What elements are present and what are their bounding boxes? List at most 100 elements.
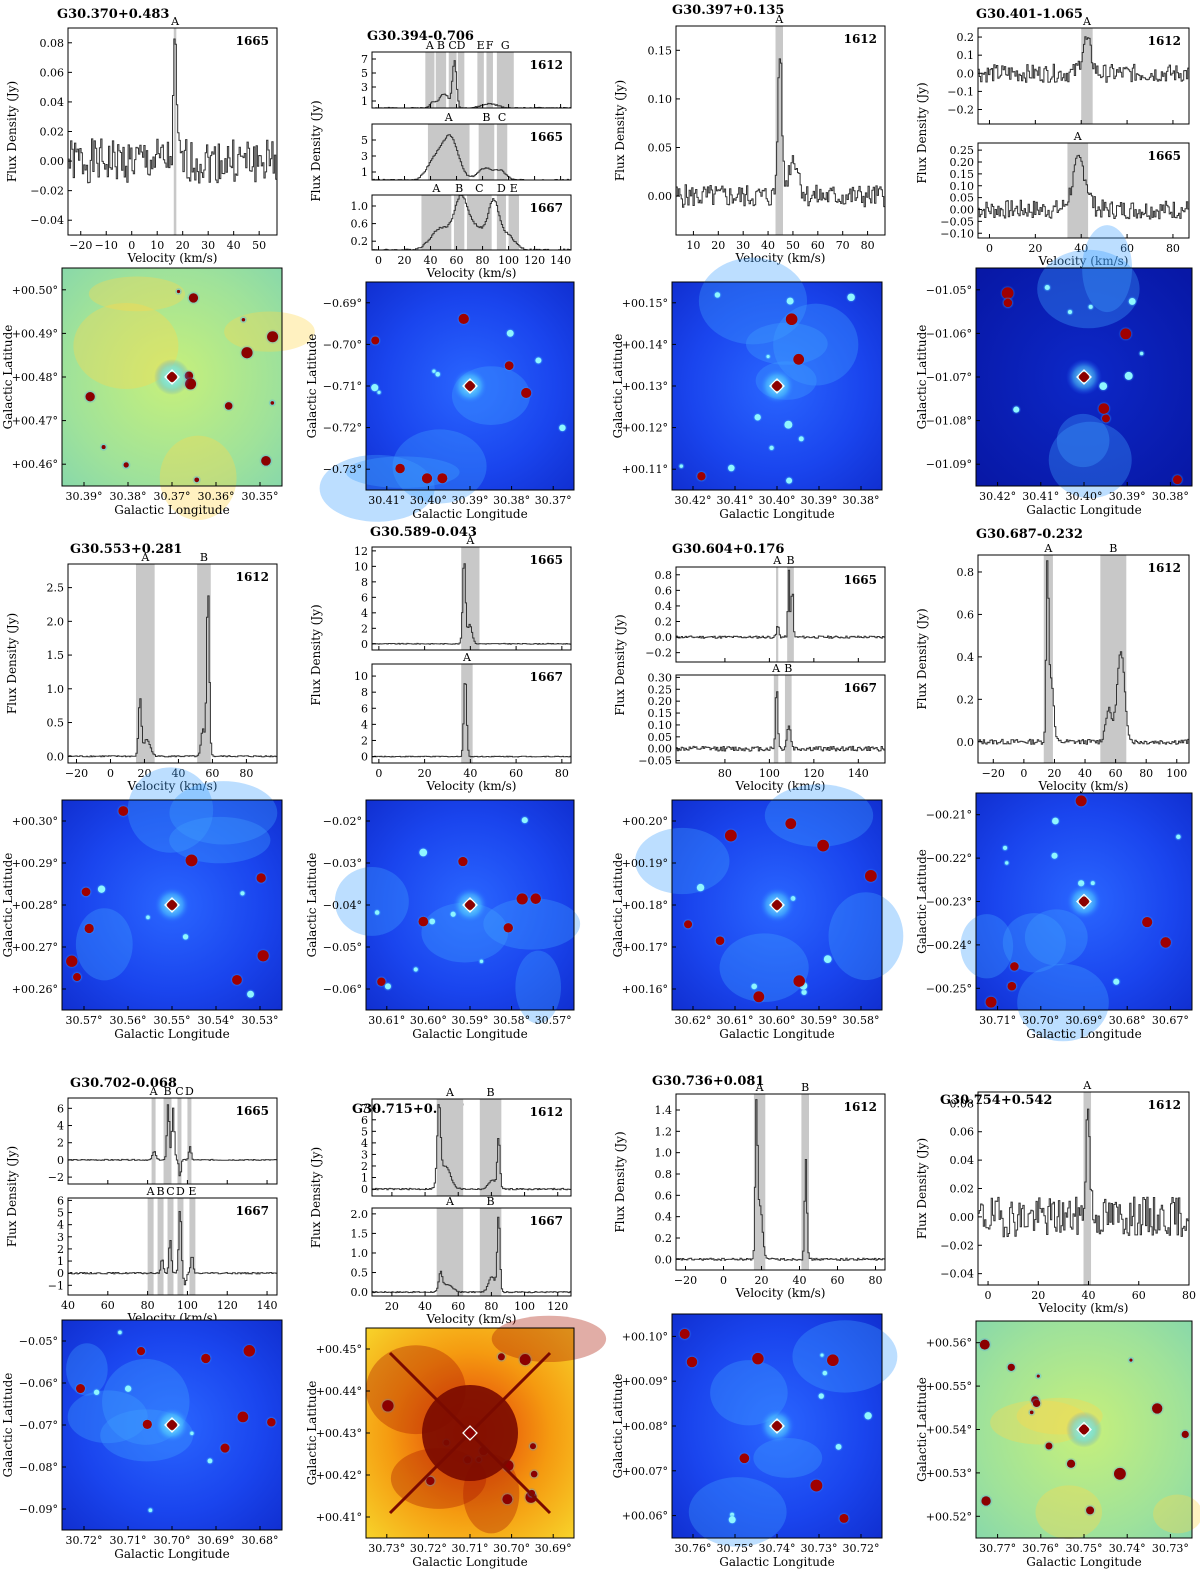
image-y-tick-label: +00.29°: [12, 857, 58, 870]
feature-label: B: [200, 551, 208, 564]
field-star: [1036, 1374, 1040, 1378]
maser-position-marker: [462, 1425, 478, 1441]
y-tick-label: 0.8: [655, 1168, 673, 1181]
plot-frame: [371, 1098, 572, 1197]
field-star: [1086, 1506, 1095, 1515]
y-tick-label: 0.00: [40, 155, 65, 168]
field-star: [715, 936, 725, 946]
y-tick-label: 0.05: [950, 192, 975, 205]
spectrum-plot: 0.0 0.5 1.0 1.5 2.0 2.5 −20 0 20 40 60 80 1612 A B: [47, 551, 278, 780]
y-tick-label: −1: [48, 1279, 64, 1292]
field-star: [985, 996, 997, 1008]
image-y-tick-label: +00.19°: [622, 857, 668, 870]
nebula-patch: [792, 1320, 898, 1393]
image-y-axis-label: Galactic Latitude: [1, 325, 15, 430]
image-x-tick-label: 30.68°: [1109, 1014, 1146, 1027]
x-tick-label: 100: [759, 767, 780, 780]
image-y-tick-label: −01.05°: [926, 284, 972, 297]
central-source-core: [772, 381, 782, 391]
field-star: [530, 893, 541, 904]
x-tick-label: 60: [205, 767, 219, 780]
feature-band: [147, 1198, 154, 1295]
y-tick-label: 0: [361, 638, 368, 651]
field-star: [1044, 284, 1050, 291]
y-tick-label: 2.0: [47, 615, 65, 628]
frequency-label: 1612: [530, 58, 563, 72]
feature-band: [425, 52, 435, 108]
feature-label: A: [149, 1085, 159, 1098]
feature-label: C: [498, 111, 506, 124]
field-star: [220, 1443, 230, 1453]
x-tick-label: 20: [755, 1274, 769, 1287]
field-star: [384, 983, 391, 990]
y-tick-label: 0.20: [648, 695, 673, 708]
x-tick-label: 10: [150, 239, 164, 252]
image-x-tick-label: 30.58°: [493, 1014, 530, 1027]
field-star: [194, 477, 200, 483]
image-x-axis-label: Galactic Longitude: [719, 1555, 834, 1569]
y-tick-label: 0.06: [950, 1126, 975, 1139]
feature-label: A: [445, 1086, 455, 1099]
field-star: [101, 445, 106, 450]
x-tick-label: 40: [1082, 1289, 1096, 1302]
nebula-patch: [960, 914, 1014, 979]
image-x-tick-label: 30.38°: [110, 490, 147, 503]
field-star: [237, 1411, 249, 1423]
field-star: [270, 401, 275, 405]
frequency-label: 1612: [844, 32, 877, 46]
field-star: [185, 854, 198, 867]
x-tick-label: 40: [61, 1299, 75, 1312]
field-star: [261, 455, 271, 466]
field-star: [679, 1328, 690, 1339]
nebula-patch: [515, 950, 562, 1024]
feature-label: B: [784, 662, 792, 675]
source-title: G30.687-0.232: [976, 527, 1083, 542]
image-x-tick-label: 30.73°: [368, 1542, 405, 1555]
field-star: [521, 387, 532, 399]
feature-label: A: [431, 182, 441, 195]
feature-band: [784, 675, 792, 763]
image-y-tick-label: +00.56°: [926, 1337, 972, 1350]
field-star: [786, 297, 794, 305]
y-tick-label: 0.5: [351, 1267, 369, 1280]
x-axis-label: Velocity (km/s): [426, 779, 517, 793]
feature-band: [173, 28, 177, 235]
y-axis-label: Flux Density (Jy): [309, 100, 323, 201]
field-star: [182, 934, 189, 940]
y-tick-label: 1.2: [655, 1125, 673, 1138]
image-y-tick-label: +00.12°: [622, 422, 668, 435]
spectrum-plot: −0.10−0.050.000.050.100.150.200.25 0 20 40 6…: [940, 130, 1190, 255]
image-x-axis-label: Galactic Longitude: [719, 507, 834, 521]
plot-frame: [977, 27, 1190, 125]
x-tick-label: 20: [176, 239, 190, 252]
x-tick-label: 80: [239, 767, 253, 780]
field-star: [72, 973, 82, 982]
x-tick-label: 0: [128, 239, 135, 252]
nebula-patch: [483, 898, 581, 950]
feature-label: G: [501, 39, 510, 52]
image-x-tick-label: 30.69°: [1066, 1014, 1103, 1027]
spectrum-plot: 1 3 5 1665 A B C: [361, 111, 572, 181]
field-star: [1075, 795, 1087, 807]
feature-band: [1043, 555, 1053, 763]
y-tick-label: 1.0: [351, 1247, 369, 1260]
y-tick-label: 6: [361, 591, 368, 604]
x-tick-label: 50: [786, 239, 800, 252]
image-y-tick-label: +00.08°: [622, 1420, 668, 1433]
feature-label: B: [487, 1086, 495, 1099]
image-x-tick-label: 30.38°: [843, 494, 880, 507]
image-x-tick-label: 30.41°: [1022, 490, 1059, 503]
feature-band: [421, 195, 452, 250]
field-star: [823, 955, 832, 964]
x-tick-label: 100: [177, 1299, 198, 1312]
x-tick-label: −20: [982, 767, 1005, 780]
y-tick-label: 2: [361, 622, 368, 635]
field-star: [1101, 414, 1110, 423]
feature-label: A: [1043, 542, 1053, 555]
field-star: [751, 983, 757, 990]
field-star: [1029, 1410, 1034, 1415]
image-y-axis-label: Galactic Latitude: [915, 325, 929, 430]
image-x-axis-label: Galactic Longitude: [719, 1027, 834, 1041]
field-star: [241, 317, 246, 322]
